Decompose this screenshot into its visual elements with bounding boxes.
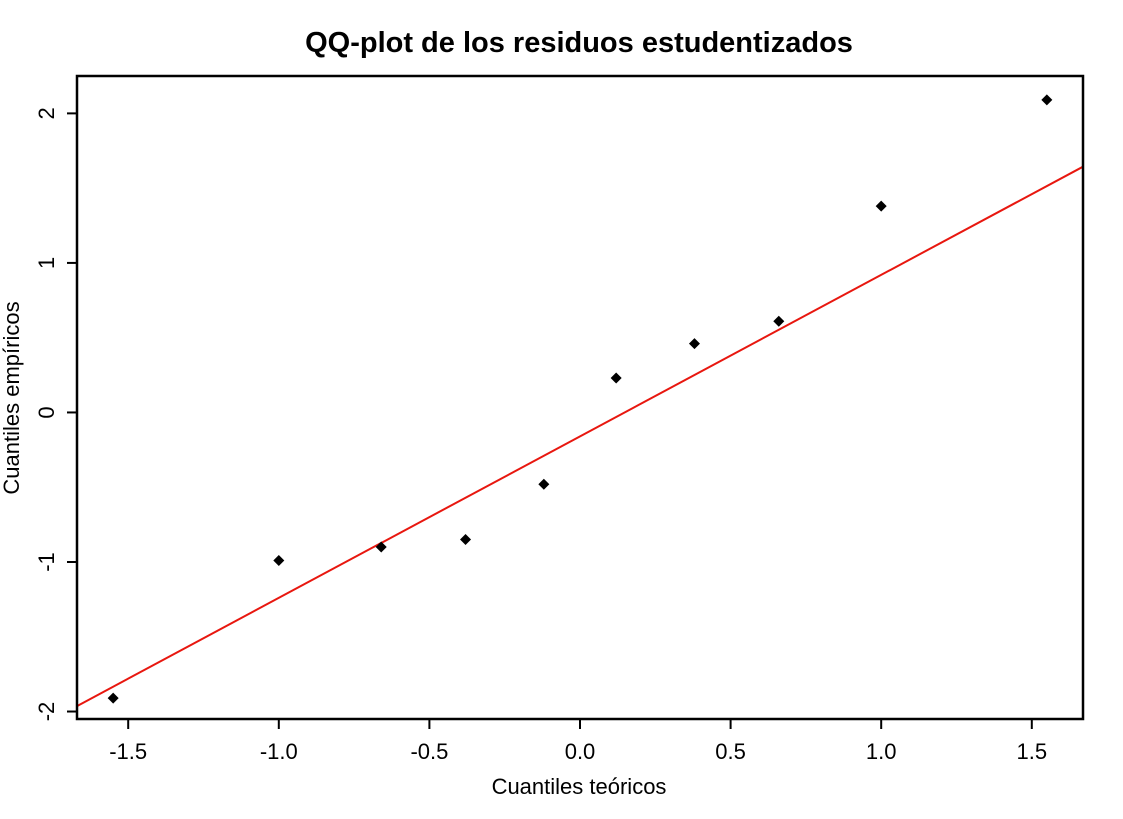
x-tick-label: 0.0	[565, 739, 596, 764]
data-point	[460, 534, 472, 546]
x-axis-label: Cuantiles teóricos	[492, 774, 667, 799]
x-tick-label: -1.0	[260, 739, 298, 764]
reference-line-layer	[77, 165, 1083, 707]
x-tick-label: 1.0	[866, 739, 897, 764]
data-point	[610, 372, 622, 384]
y-tick-label: 2	[34, 107, 59, 119]
x-tick-label: 0.5	[715, 739, 746, 764]
data-point	[688, 338, 700, 350]
data-point	[375, 541, 387, 553]
reference-line	[77, 165, 1083, 707]
x-tick-label: -0.5	[410, 739, 448, 764]
y-axis-label: Cuantiles empíricos	[0, 301, 24, 494]
data-point	[107, 692, 119, 704]
y-tick-label: -2	[34, 702, 59, 722]
y-tick-label: 0	[34, 406, 59, 418]
data-point	[875, 200, 887, 212]
x-tick-label: -1.5	[109, 739, 147, 764]
data-point	[538, 478, 550, 490]
y-axis: -2 -1 0 1 2	[34, 107, 77, 721]
x-axis: -1.5 -1.0 -0.5 0.0 0.5 1.0 1.5	[109, 719, 1047, 764]
data-point	[773, 315, 785, 327]
data-point	[1041, 94, 1053, 106]
x-tick-label: 1.5	[1016, 739, 1047, 764]
y-tick-label: 1	[34, 257, 59, 269]
data-points-layer	[107, 94, 1053, 704]
data-point	[273, 554, 285, 566]
y-tick-label: -1	[34, 552, 59, 572]
plot-frame	[75, 74, 1085, 721]
chart-title: QQ-plot de los residuos estudentizados	[305, 27, 853, 59]
